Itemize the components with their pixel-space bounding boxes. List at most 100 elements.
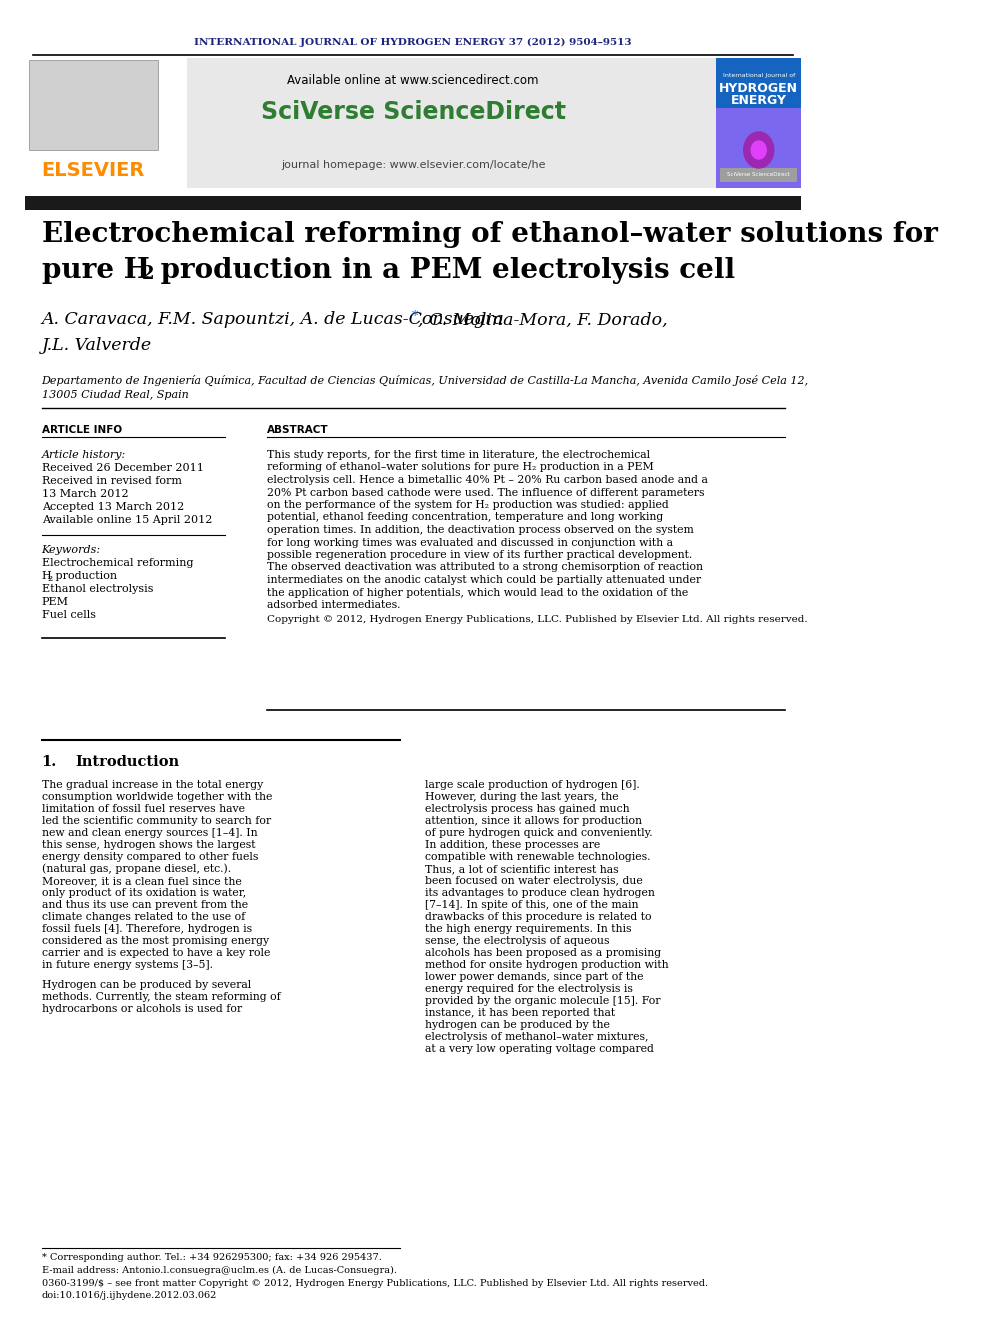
Text: J.L. Valverde: J.L. Valverde xyxy=(42,336,152,353)
Bar xyxy=(25,58,716,188)
Text: Hydrogen can be produced by several: Hydrogen can be produced by several xyxy=(42,980,251,990)
Text: The observed deactivation was attributed to a strong chemisorption of reaction: The observed deactivation was attributed… xyxy=(267,562,702,573)
Text: on the performance of the system for H₂ production was studied: applied: on the performance of the system for H₂ … xyxy=(267,500,669,509)
Text: Received 26 December 2011: Received 26 December 2011 xyxy=(42,463,203,474)
Text: *: * xyxy=(412,310,418,323)
Text: limitation of fossil fuel reserves have: limitation of fossil fuel reserves have xyxy=(42,804,245,814)
Circle shape xyxy=(751,142,766,159)
Text: This study reports, for the first time in literature, the electrochemical: This study reports, for the first time i… xyxy=(267,450,650,460)
Text: production: production xyxy=(53,572,118,581)
Text: 2: 2 xyxy=(142,265,154,283)
Text: its advantages to produce clean hydrogen: its advantages to produce clean hydrogen xyxy=(425,888,655,898)
Text: considered as the most promising energy: considered as the most promising energy xyxy=(42,935,269,946)
Text: Electrochemical reforming of ethanol–water solutions for: Electrochemical reforming of ethanol–wat… xyxy=(42,221,937,249)
Text: * Corresponding author. Tel.: +34 926295300; fax: +34 926 295437.: * Corresponding author. Tel.: +34 926295… xyxy=(42,1253,382,1262)
Text: HYDROGEN: HYDROGEN xyxy=(719,82,799,94)
Text: journal homepage: www.elsevier.com/locate/he: journal homepage: www.elsevier.com/locat… xyxy=(281,160,546,169)
Text: H: H xyxy=(42,572,52,581)
Text: , C. Molina-Mora, F. Dorado,: , C. Molina-Mora, F. Dorado, xyxy=(418,311,668,328)
Text: In addition, these processes are: In addition, these processes are xyxy=(425,840,600,849)
Text: lower power demands, since part of the: lower power demands, since part of the xyxy=(425,972,643,982)
Text: attention, since it allows for production: attention, since it allows for productio… xyxy=(425,816,642,826)
Text: However, during the last years, the: However, during the last years, the xyxy=(425,792,618,802)
Text: this sense, hydrogen shows the largest: this sense, hydrogen shows the largest xyxy=(42,840,255,849)
Text: adsorbed intermediates.: adsorbed intermediates. xyxy=(267,601,400,610)
Text: 1.: 1. xyxy=(42,755,57,769)
Text: Received in revised form: Received in revised form xyxy=(42,476,182,486)
Text: Departamento de Ingeniería Química, Facultad de Ciencias Químicas, Universidad d: Departamento de Ingeniería Química, Facu… xyxy=(42,374,808,385)
Text: Introduction: Introduction xyxy=(75,755,180,769)
Text: 13 March 2012: 13 March 2012 xyxy=(42,490,128,499)
Text: Keywords:: Keywords: xyxy=(42,545,101,556)
Text: new and clean energy sources [1–4]. In: new and clean energy sources [1–4]. In xyxy=(42,828,257,837)
Text: pure H: pure H xyxy=(42,257,150,283)
Text: intermediates on the anodic catalyst which could be partially attenuated under: intermediates on the anodic catalyst whi… xyxy=(267,576,700,585)
Text: International Journal of: International Journal of xyxy=(722,73,795,78)
Text: only product of its oxidation is water,: only product of its oxidation is water, xyxy=(42,888,246,898)
Text: electrolysis cell. Hence a bimetallic 40% Pt – 20% Ru carbon based anode and a: electrolysis cell. Hence a bimetallic 40… xyxy=(267,475,707,486)
Text: Thus, a lot of scientific interest has: Thus, a lot of scientific interest has xyxy=(425,864,618,875)
Text: Ethanol electrolysis: Ethanol electrolysis xyxy=(42,583,153,594)
Bar xyxy=(25,58,187,188)
Text: energy required for the electrolysis is: energy required for the electrolysis is xyxy=(425,984,633,994)
Text: been focused on water electrolysis, due: been focused on water electrolysis, due xyxy=(425,876,643,886)
Text: ABSTRACT: ABSTRACT xyxy=(267,425,328,435)
Text: Moreover, it is a clean fuel since the: Moreover, it is a clean fuel since the xyxy=(42,876,241,886)
Text: 2: 2 xyxy=(48,576,53,583)
Text: operation times. In addition, the deactivation process observed on the system: operation times. In addition, the deacti… xyxy=(267,525,693,534)
Text: methods. Currently, the steam reforming of: methods. Currently, the steam reforming … xyxy=(42,992,281,1002)
Text: large scale production of hydrogen [6].: large scale production of hydrogen [6]. xyxy=(425,781,640,790)
Text: compatible with renewable technologies.: compatible with renewable technologies. xyxy=(425,852,650,863)
Text: electrolysis of methanol–water mixtures,: electrolysis of methanol–water mixtures, xyxy=(425,1032,648,1043)
Text: [7–14]. In spite of this, one of the main: [7–14]. In spite of this, one of the mai… xyxy=(425,900,638,910)
Circle shape xyxy=(744,132,774,168)
Bar xyxy=(716,58,802,108)
Text: reforming of ethanol–water solutions for pure H₂ production in a PEM: reforming of ethanol–water solutions for… xyxy=(267,463,654,472)
Text: consumption worldwide together with the: consumption worldwide together with the xyxy=(42,792,272,802)
Text: the high energy requirements. In this: the high energy requirements. In this xyxy=(425,923,631,934)
Text: ELSEVIER: ELSEVIER xyxy=(42,160,145,180)
Text: PEM: PEM xyxy=(42,597,68,607)
Text: doi:10.1016/j.ijhydene.2012.03.062: doi:10.1016/j.ijhydene.2012.03.062 xyxy=(42,1291,217,1301)
Text: hydrogen can be produced by the: hydrogen can be produced by the xyxy=(425,1020,610,1031)
Text: method for onsite hydrogen production with: method for onsite hydrogen production wi… xyxy=(425,960,669,970)
Text: (natural gas, propane diesel, etc.).: (natural gas, propane diesel, etc.). xyxy=(42,864,231,875)
Text: ENERGY: ENERGY xyxy=(731,94,787,106)
Text: climate changes related to the use of: climate changes related to the use of xyxy=(42,912,245,922)
Text: 20% Pt carbon based cathode were used. The influence of different parameters: 20% Pt carbon based cathode were used. T… xyxy=(267,487,704,497)
Text: alcohols has been proposed as a promising: alcohols has been proposed as a promisin… xyxy=(425,949,661,958)
Text: possible regeneration procedure in view of its further practical development.: possible regeneration procedure in view … xyxy=(267,550,691,560)
Text: Article history:: Article history: xyxy=(42,450,126,460)
Text: the application of higher potentials, which would lead to the oxidation of the: the application of higher potentials, wh… xyxy=(267,587,687,598)
Text: led the scientific community to search for: led the scientific community to search f… xyxy=(42,816,271,826)
Text: Available online 15 April 2012: Available online 15 April 2012 xyxy=(42,515,212,525)
Bar xyxy=(716,58,802,188)
Text: potential, ethanol feeding concentration, temperature and long working: potential, ethanol feeding concentration… xyxy=(267,512,663,523)
Text: at a very low operating voltage compared: at a very low operating voltage compared xyxy=(425,1044,654,1054)
Bar xyxy=(29,60,159,149)
Text: ARTICLE INFO: ARTICLE INFO xyxy=(42,425,122,435)
Text: Accepted 13 March 2012: Accepted 13 March 2012 xyxy=(42,501,184,512)
Text: carrier and is expected to have a key role: carrier and is expected to have a key ro… xyxy=(42,949,270,958)
Text: hydrocarbons or alcohols is used for: hydrocarbons or alcohols is used for xyxy=(42,1004,242,1013)
Text: instance, it has been reported that: instance, it has been reported that xyxy=(425,1008,615,1017)
Text: energy density compared to other fuels: energy density compared to other fuels xyxy=(42,852,258,863)
Text: drawbacks of this procedure is related to: drawbacks of this procedure is related t… xyxy=(425,912,651,922)
Text: Available online at www.sciencedirect.com: Available online at www.sciencedirect.co… xyxy=(288,74,539,86)
Text: electrolysis process has gained much: electrolysis process has gained much xyxy=(425,804,629,814)
Text: A. Caravaca, F.M. Sapountzi, A. de Lucas-Consuegra: A. Caravaca, F.M. Sapountzi, A. de Lucas… xyxy=(42,311,504,328)
Text: 0360-3199/$ – see front matter Copyright © 2012, Hydrogen Energy Publications, L: 0360-3199/$ – see front matter Copyright… xyxy=(42,1278,707,1287)
Text: 13005 Ciudad Real, Spain: 13005 Ciudad Real, Spain xyxy=(42,390,188,400)
Text: in future energy systems [3–5].: in future energy systems [3–5]. xyxy=(42,960,212,970)
Text: The gradual increase in the total energy: The gradual increase in the total energy xyxy=(42,781,263,790)
Text: INTERNATIONAL JOURNAL OF HYDROGEN ENERGY 37 (2012) 9504–9513: INTERNATIONAL JOURNAL OF HYDROGEN ENERGY… xyxy=(194,37,632,46)
Text: SciVerse ScienceDirect: SciVerse ScienceDirect xyxy=(261,101,565,124)
Text: sense, the electrolysis of aqueous: sense, the electrolysis of aqueous xyxy=(425,935,609,946)
Bar xyxy=(719,168,797,183)
Bar xyxy=(25,196,802,210)
Text: Copyright © 2012, Hydrogen Energy Publications, LLC. Published by Elsevier Ltd. : Copyright © 2012, Hydrogen Energy Public… xyxy=(267,615,807,624)
Text: fossil fuels [4]. Therefore, hydrogen is: fossil fuels [4]. Therefore, hydrogen is xyxy=(42,923,252,934)
Text: production in a PEM electrolysis cell: production in a PEM electrolysis cell xyxy=(151,257,735,283)
Text: Fuel cells: Fuel cells xyxy=(42,610,95,620)
Text: SciVerse ScienceDirect: SciVerse ScienceDirect xyxy=(727,172,790,177)
